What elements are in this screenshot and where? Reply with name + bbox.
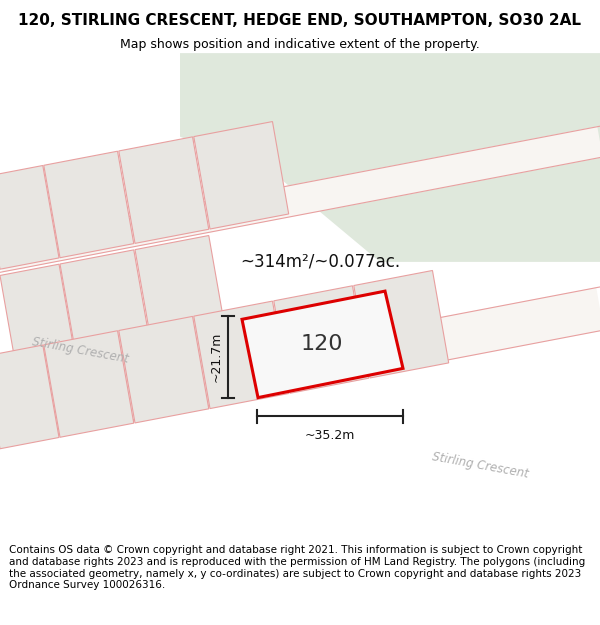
Text: Map shows position and indicative extent of the property.: Map shows position and indicative extent… — [120, 38, 480, 51]
Text: Stirling Crescent: Stirling Crescent — [431, 450, 529, 481]
Polygon shape — [44, 151, 134, 258]
Text: Contains OS data © Crown copyright and database right 2021. This information is : Contains OS data © Crown copyright and d… — [9, 546, 585, 590]
Text: ~21.7m: ~21.7m — [210, 332, 223, 382]
Text: Stirling Crescent: Stirling Crescent — [31, 336, 130, 366]
Text: 120: 120 — [301, 334, 343, 354]
Polygon shape — [0, 288, 600, 445]
Polygon shape — [119, 316, 209, 423]
Polygon shape — [44, 331, 134, 437]
Polygon shape — [194, 301, 289, 409]
Polygon shape — [194, 121, 289, 229]
Polygon shape — [0, 166, 59, 269]
Text: 120, STIRLING CRESCENT, HEDGE END, SOUTHAMPTON, SO30 2AL: 120, STIRLING CRESCENT, HEDGE END, SOUTH… — [19, 13, 581, 28]
Polygon shape — [0, 126, 600, 272]
Polygon shape — [0, 345, 59, 449]
Polygon shape — [119, 137, 209, 243]
Polygon shape — [180, 53, 600, 262]
Polygon shape — [0, 264, 88, 440]
Polygon shape — [354, 271, 449, 378]
Polygon shape — [274, 286, 368, 393]
Text: ~314m²/~0.077ac.: ~314m²/~0.077ac. — [240, 253, 400, 271]
Text: ~35.2m: ~35.2m — [305, 429, 355, 442]
Polygon shape — [135, 236, 238, 414]
Polygon shape — [242, 291, 403, 398]
Polygon shape — [60, 250, 163, 428]
